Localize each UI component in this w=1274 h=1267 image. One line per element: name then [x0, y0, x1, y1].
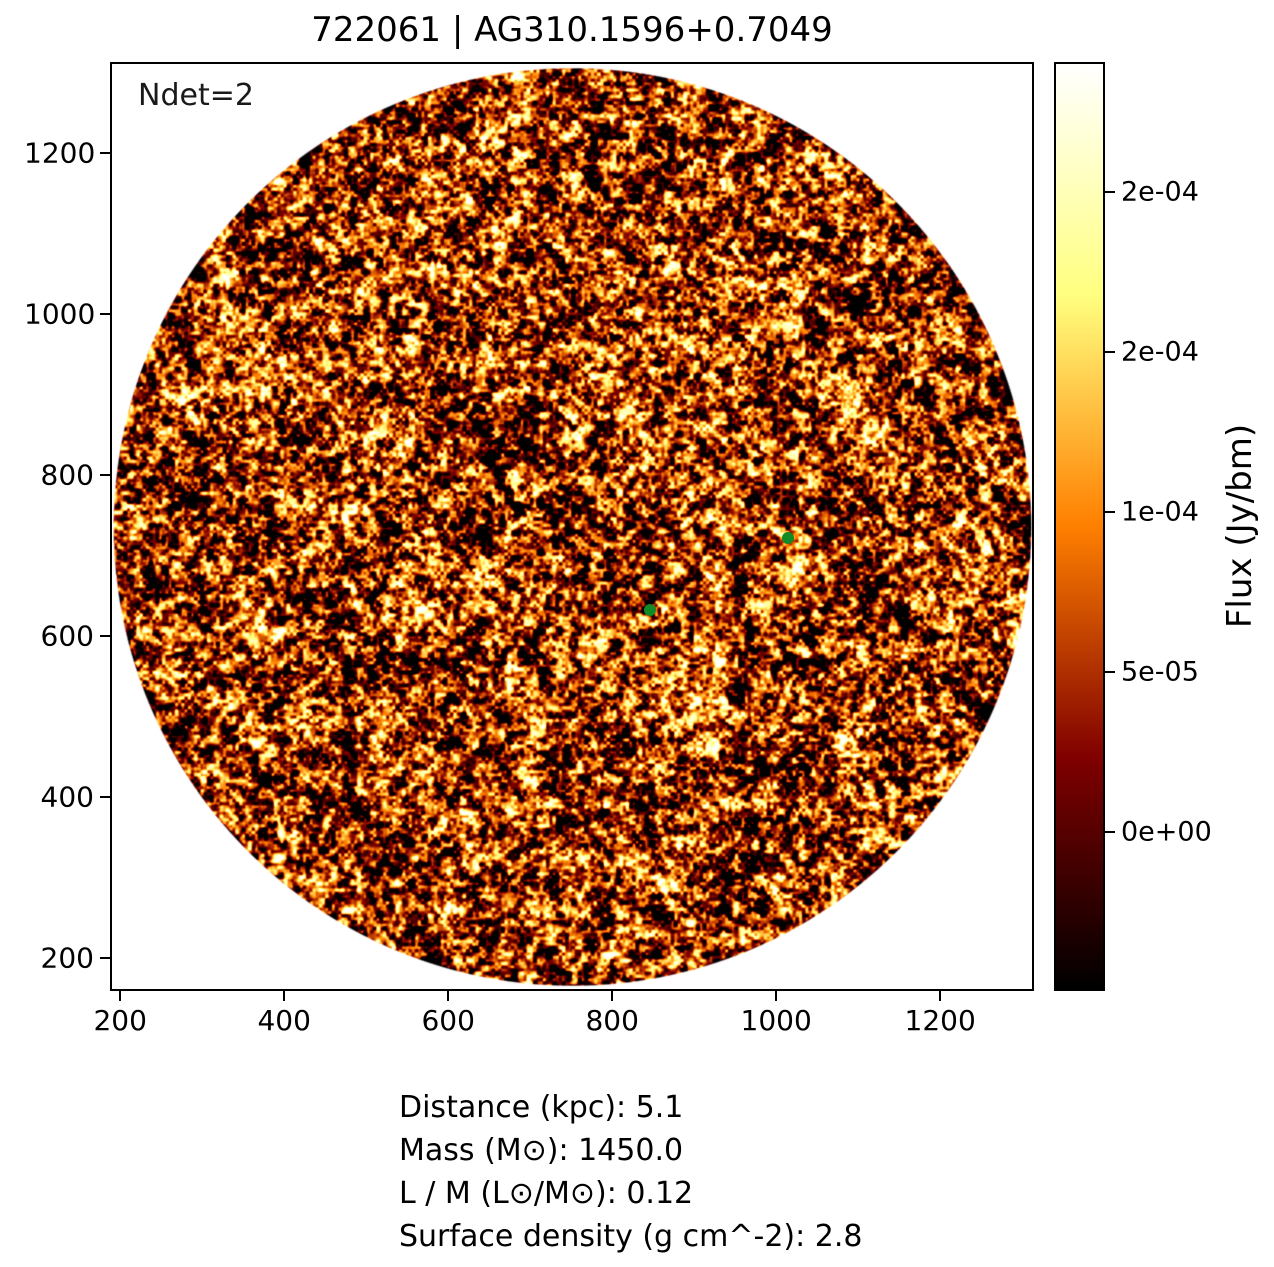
detection-marker — [782, 531, 795, 544]
detection-marker — [643, 604, 656, 617]
x-tick-mark — [611, 989, 614, 1001]
colorbar-tick-mark — [1105, 671, 1115, 674]
ndet-annotation: Ndet=2 — [138, 78, 254, 113]
flux-map-image — [112, 64, 1032, 989]
y-tick-label: 1000 — [24, 297, 96, 331]
x-tick-mark — [283, 989, 286, 1001]
colorbar-tick-label: 0e+00 — [1121, 816, 1212, 848]
y-tick-label: 1200 — [24, 136, 96, 170]
footer-line: Distance (kpc): 5.1 — [399, 1090, 684, 1125]
y-tick-mark — [100, 634, 112, 637]
figure-title: 722061 | AG310.1596+0.7049 — [311, 10, 833, 50]
y-tick-mark — [100, 795, 112, 798]
colorbar-tick-label: 1e-04 — [1121, 496, 1199, 528]
y-tick-label: 200 — [40, 941, 94, 975]
footer-line: Surface density (g cm^-2): 2.8 — [399, 1219, 863, 1254]
y-tick-label: 400 — [40, 780, 94, 814]
footer-line: L / M (L⊙/M⊙): 0.12 — [399, 1176, 694, 1211]
colorbar-tick-mark — [1105, 831, 1115, 834]
colorbar-tick-mark — [1105, 351, 1115, 354]
footer-line: Mass (M⊙): 1450.0 — [399, 1133, 684, 1168]
x-tick-label: 200 — [93, 1004, 147, 1037]
colorbar-tick-mark — [1105, 511, 1115, 514]
colorbar-tick-label: 2e-04 — [1121, 176, 1199, 208]
colorbar-tick-label: 5e-05 — [1121, 656, 1199, 688]
x-tick-label: 1200 — [904, 1004, 976, 1037]
y-tick-label: 600 — [40, 619, 94, 653]
colorbar-label: Flux (Jy/bm) — [1220, 423, 1260, 629]
x-tick-mark — [447, 989, 450, 1001]
x-tick-label: 800 — [585, 1004, 639, 1037]
colorbar-tick-mark — [1105, 191, 1115, 194]
y-tick-mark — [100, 474, 112, 477]
y-tick-mark — [100, 956, 112, 959]
x-tick-label: 1000 — [740, 1004, 812, 1037]
x-tick-mark — [775, 989, 778, 1001]
y-tick-mark — [100, 152, 112, 155]
x-tick-label: 400 — [257, 1004, 311, 1037]
colorbar-gradient — [1056, 64, 1103, 989]
x-tick-mark — [939, 989, 942, 1001]
y-tick-label: 800 — [40, 458, 94, 492]
x-tick-mark — [119, 989, 122, 1001]
x-tick-label: 600 — [421, 1004, 475, 1037]
colorbar-frame — [1054, 62, 1105, 991]
footer-stats: Distance (kpc): 5.1 Mass (M⊙): 1450.0 L / … — [399, 1086, 862, 1258]
colorbar-tick-label: 2e-04 — [1121, 336, 1199, 368]
y-tick-mark — [100, 313, 112, 316]
